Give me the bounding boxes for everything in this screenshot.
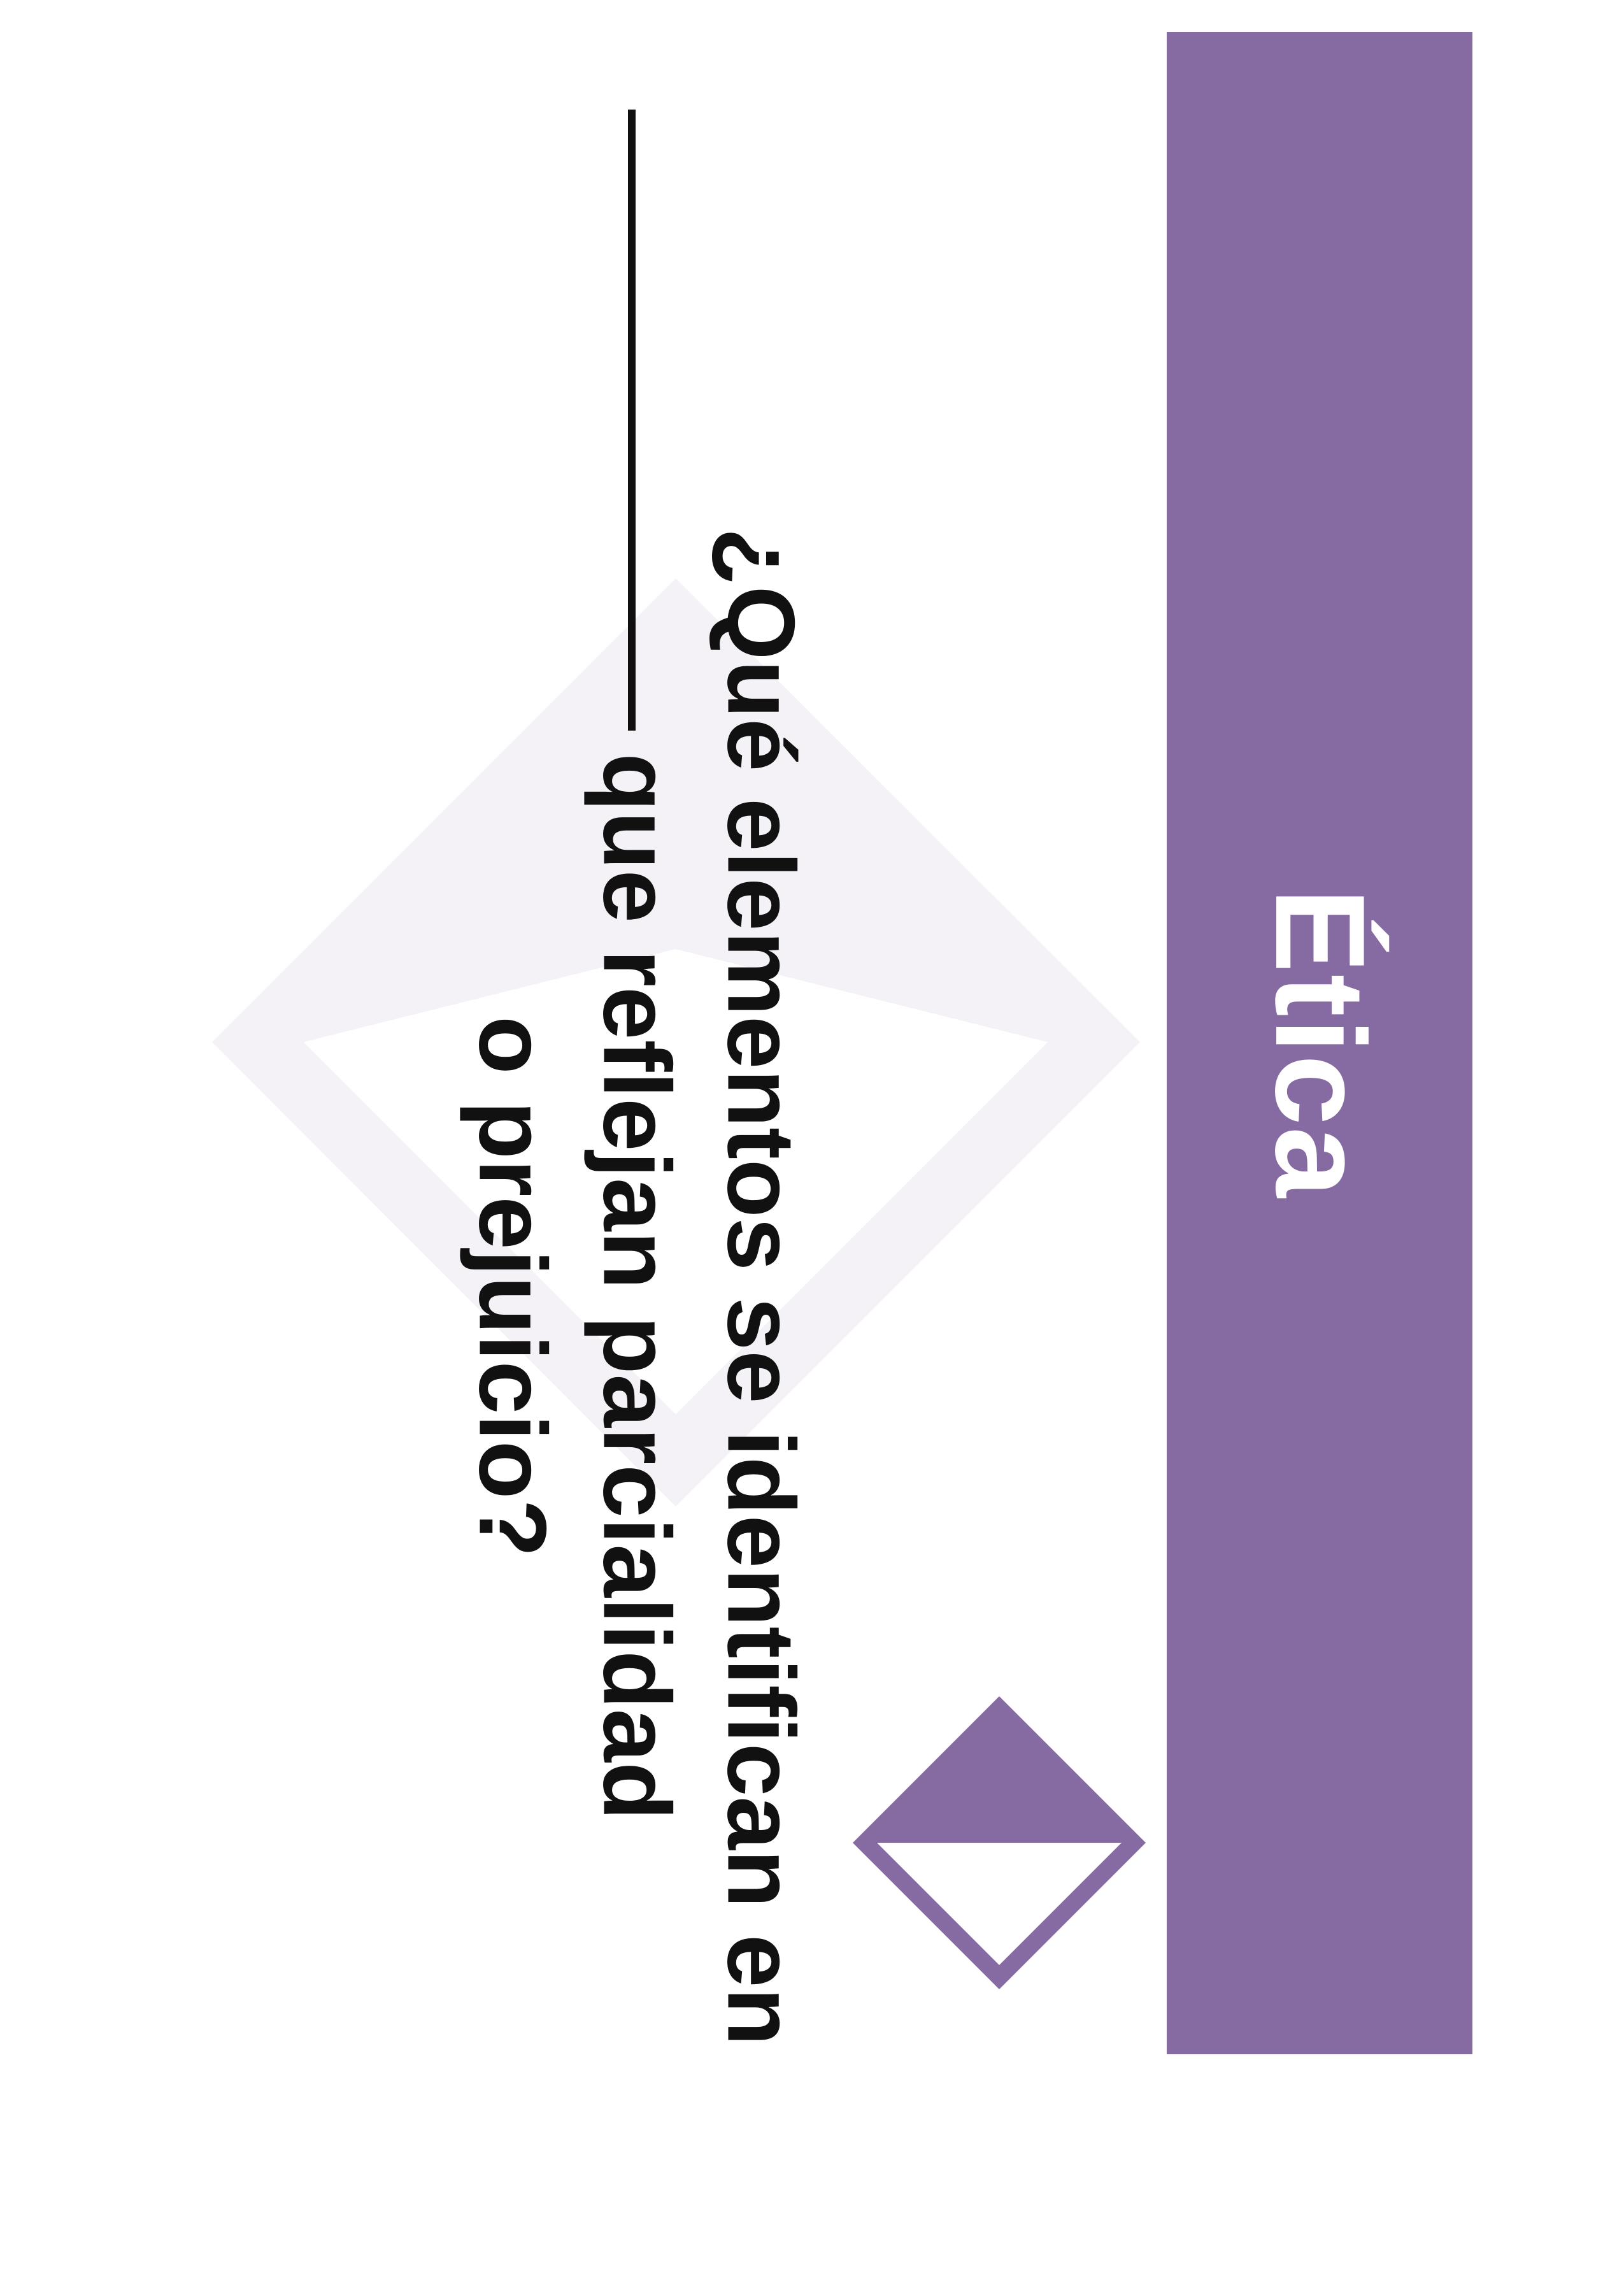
question-line-2: que reflejan parcialidad: [583, 753, 691, 1820]
category-title: Ética: [1249, 887, 1391, 1199]
card-page: ¿Qué elementos se identifican en que ref…: [212, 32, 1472, 2054]
diamond-watermark-icon: [212, 578, 1140, 1506]
diamond-icon: [853, 1696, 1146, 1989]
question-line-1: ¿Qué elementos se identifican en: [708, 527, 815, 2046]
question-line-3: o prejuicio?: [459, 1015, 567, 1558]
category-band: Ética: [1167, 32, 1472, 2054]
answer-blank-line: [628, 110, 636, 731]
question-text: ¿Qué elementos se identifican en que ref…: [451, 299, 823, 2274]
